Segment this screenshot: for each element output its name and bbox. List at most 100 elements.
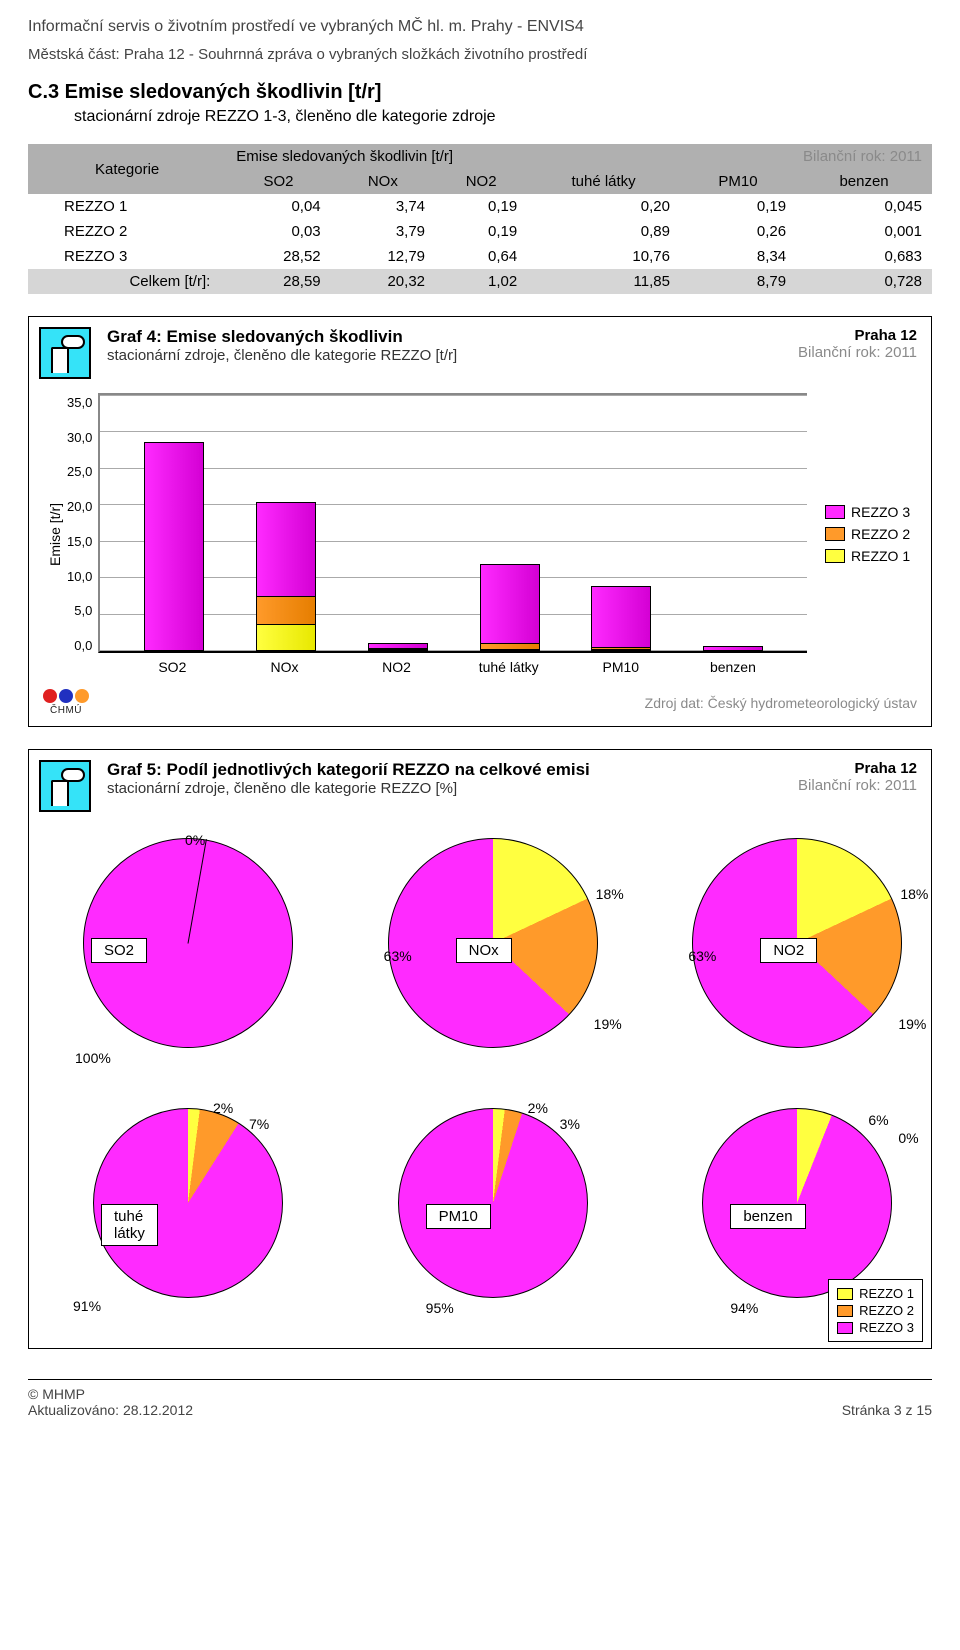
- th-col: NO2: [435, 169, 527, 194]
- cell: 3,74: [331, 194, 435, 219]
- legend-item: REZZO 1: [825, 548, 917, 564]
- ytick: 0,0: [67, 638, 92, 653]
- pie-pct-label: 19%: [594, 1016, 622, 1032]
- pie-legend-item: REZZO 1: [837, 1286, 914, 1301]
- th-col: NOx: [331, 169, 435, 194]
- pie-cell: 2%7%91%tuhélátky: [43, 1108, 308, 1338]
- doc-title: Informační servis o životním prostředí v…: [28, 18, 932, 36]
- total-cell: 20,32: [331, 269, 435, 294]
- bar-segment: [703, 646, 763, 651]
- pie-pct-label: 63%: [688, 948, 716, 964]
- doc-subtitle: Městská část: Praha 12 - Souhrnná zpráva…: [28, 46, 932, 63]
- cell: 0,64: [435, 244, 527, 269]
- ytick: 10,0: [67, 569, 92, 584]
- ytick: 15,0: [67, 534, 92, 549]
- pie-pct-label: 0%: [185, 832, 205, 848]
- bar-segment: [591, 649, 651, 651]
- total-cell: 0,728: [796, 269, 932, 294]
- total-cell: 1,02: [435, 269, 527, 294]
- chart4-location: Praha 12: [798, 327, 917, 344]
- cell: 10,76: [527, 244, 680, 269]
- bar-segment: [480, 649, 540, 651]
- cell: 0,683: [796, 244, 932, 269]
- pie-pct-label: 7%: [249, 1116, 269, 1132]
- cell: 0,26: [680, 219, 796, 244]
- pie-chart: [398, 1108, 588, 1298]
- bar-segment: [591, 586, 651, 647]
- cell: 8,34: [680, 244, 796, 269]
- pie-pct-label: 3%: [560, 1116, 580, 1132]
- cell: 0,045: [796, 194, 932, 219]
- chart4-card: Graf 4: Emise sledovaných škodlivin stac…: [28, 316, 932, 727]
- emissions-table: Kategorie Emise sledovaných škodlivin [t…: [28, 144, 932, 294]
- th-emise: Emise sledovaných škodlivin [t/r]: [226, 144, 680, 169]
- cell: 0,03: [226, 219, 330, 244]
- bar-segment: [256, 502, 316, 596]
- total-cell: 28,59: [226, 269, 330, 294]
- chart4-source: Zdroj dat: Český hydrometeorologický úst…: [645, 695, 917, 711]
- ytick: 5,0: [67, 603, 92, 618]
- pie-legend-item: REZZO 3: [837, 1320, 914, 1335]
- chart4-year: Bilanční rok: 2011: [798, 344, 917, 361]
- chimney-icon: [39, 760, 91, 812]
- total-cell: 11,85: [527, 269, 680, 294]
- chart4-plotarea: [98, 393, 807, 653]
- chart5-year: Bilanční rok: 2011: [798, 777, 917, 794]
- legend-label: REZZO 1: [851, 548, 910, 564]
- cell: 0,04: [226, 194, 330, 219]
- pie-pct-label: 94%: [730, 1300, 758, 1316]
- xtick: SO2: [138, 659, 206, 675]
- pie-pct-label: 95%: [426, 1300, 454, 1316]
- chart4-xaxis: SO2NOxNO2tuhé látkyPM10benzen: [98, 653, 807, 675]
- xtick: benzen: [699, 659, 767, 675]
- pie-chart: [702, 1108, 892, 1298]
- chart5-title: Graf 5: Podíl jednotlivých kategorií REZ…: [107, 760, 798, 780]
- pie-pct-label: 18%: [900, 886, 928, 902]
- pie-name: NOx: [456, 938, 512, 963]
- pie-pct-label: 19%: [898, 1016, 926, 1032]
- xtick: NO2: [363, 659, 431, 675]
- section-sub: stacionární zdroje REZZO 1-3, členěno dl…: [74, 108, 932, 126]
- cell: 0,19: [680, 194, 796, 219]
- pie-pct-label: 100%: [75, 1050, 111, 1066]
- chart4-title: Graf 4: Emise sledovaných škodlivin: [107, 327, 798, 347]
- pie-legend: REZZO 1 REZZO 2 REZZO 3: [828, 1279, 923, 1342]
- pie-name: NO2: [760, 938, 817, 963]
- cell: 3,79: [331, 219, 435, 244]
- legend-item: REZZO 2: [825, 526, 917, 542]
- chart5-pies: 0%100%SO218%19%63%NOx18%19%63%NO22%7%91%…: [29, 818, 931, 1348]
- chart4-sub: stacionární zdroje, členěno dle kategori…: [107, 347, 798, 364]
- bar-segment: [256, 596, 316, 624]
- section-heading: C.3 Emise sledovaných škodlivin [t/r]: [28, 81, 932, 104]
- th-col: PM10: [680, 169, 796, 194]
- row-label: REZZO 3: [28, 244, 226, 269]
- total-label: Celkem [t/r]:: [28, 269, 226, 294]
- cell: 12,79: [331, 244, 435, 269]
- chart4-yaxis: 35,030,025,020,015,010,05,00,0: [67, 393, 98, 653]
- chimney-icon: [39, 327, 91, 379]
- pie-pct-label: 0%: [898, 1130, 918, 1146]
- bar-segment: [144, 442, 204, 651]
- chart5-sub: stacionární zdroje, členěno dle kategori…: [107, 780, 798, 797]
- pie-chart: [93, 1108, 283, 1298]
- pie-legend-item: REZZO 2: [837, 1303, 914, 1318]
- ytick: 25,0: [67, 464, 92, 479]
- pie-pct-label: 2%: [528, 1100, 548, 1116]
- row-label: REZZO 1: [28, 194, 226, 219]
- th-col: tuhé látky: [527, 169, 680, 194]
- chmu-logo: ČHMÚ: [43, 689, 89, 716]
- pie-cell: 0%100%SO2: [43, 838, 308, 1078]
- pie-pct-label: 18%: [596, 886, 624, 902]
- chart5-card: Graf 5: Podíl jednotlivých kategorií REZ…: [28, 749, 932, 1349]
- chart5-location: Praha 12: [798, 760, 917, 777]
- pie-pct-label: 91%: [73, 1298, 101, 1314]
- footer-page: Stránka 3 z 15: [842, 1402, 932, 1418]
- legend-label: REZZO 2: [851, 526, 910, 542]
- pie-name: benzen: [730, 1204, 805, 1229]
- chart4-ylabel: Emise [t/r]: [43, 393, 67, 675]
- legend-item: REZZO 3: [825, 504, 917, 520]
- legend-label: REZZO 3: [851, 504, 910, 520]
- footer-copyright: © MHMP: [28, 1386, 193, 1402]
- ytick: 20,0: [67, 499, 92, 514]
- total-cell: 8,79: [680, 269, 796, 294]
